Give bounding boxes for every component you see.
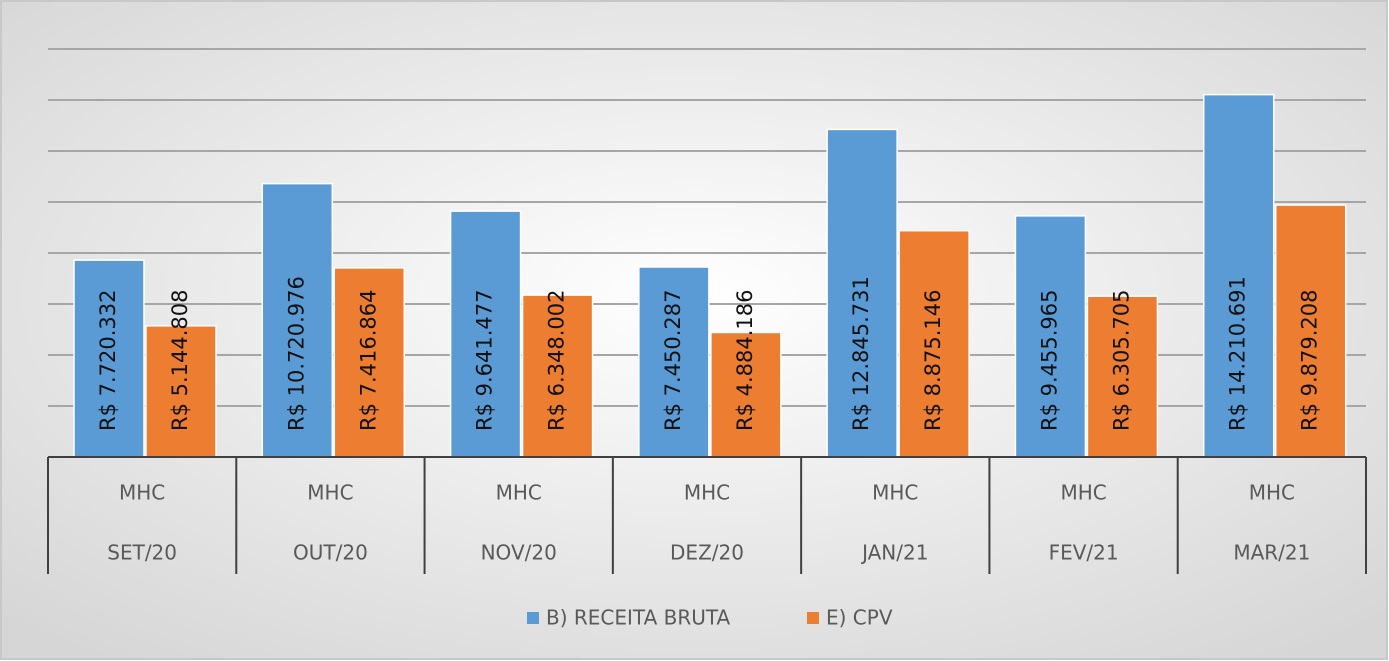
data-label: R$ 10.720.976 — [284, 276, 308, 431]
data-label: R$ 9.641.477 — [473, 289, 497, 431]
data-label: R$ 4.884.186 — [733, 289, 757, 431]
x-tick-label: OUT/20 — [293, 541, 368, 565]
bar — [1086, 295, 1159, 458]
x-tick-label: FEV/21 — [1049, 541, 1119, 565]
x-group-label: MHC — [684, 481, 730, 505]
data-label: R$ 7.416.864 — [356, 289, 380, 431]
x-group-label: MHC — [119, 481, 165, 505]
bar — [449, 210, 522, 458]
x-group-label: MHC — [307, 481, 353, 505]
legend-label: B) RECEITA BRUTA — [546, 606, 731, 630]
bar — [521, 294, 594, 458]
bar — [261, 182, 334, 458]
x-tick-label: DEZ/20 — [670, 541, 744, 565]
data-label: R$ 9.455.965 — [1037, 289, 1061, 431]
data-label: R$ 5.144.808 — [168, 289, 192, 431]
legend-swatch — [527, 612, 539, 624]
x-tick-label: JAN/21 — [860, 541, 928, 565]
legend-swatch — [807, 612, 819, 624]
bar — [710, 331, 782, 458]
x-group-label: MHC — [872, 481, 918, 505]
data-label: R$ 7.450.287 — [661, 289, 685, 431]
data-label: R$ 14.210.691 — [1226, 276, 1250, 431]
x-group-label: MHC — [1249, 481, 1295, 505]
data-label: R$ 6.305.705 — [1109, 289, 1133, 431]
data-label: R$ 8.875.146 — [921, 289, 945, 431]
legend-label: E) CPV — [826, 606, 893, 630]
bar — [826, 128, 898, 458]
data-label: R$ 7.720.332 — [96, 289, 120, 431]
bar — [638, 266, 710, 458]
bar — [333, 267, 406, 458]
bar — [1274, 204, 1347, 458]
data-label: R$ 12.845.731 — [849, 276, 873, 431]
x-group-label: MHC — [496, 481, 542, 505]
x-tick-label: MAR/21 — [1233, 541, 1310, 565]
x-tick-label: SET/20 — [107, 541, 177, 565]
bar — [1014, 215, 1087, 458]
bar — [1202, 93, 1275, 458]
bar — [73, 259, 145, 458]
data-label: R$ 6.348.002 — [545, 289, 569, 431]
x-tick-label: NOV/20 — [481, 541, 557, 565]
data-label: R$ 9.879.208 — [1298, 289, 1322, 431]
x-group-label: MHC — [1060, 481, 1106, 505]
